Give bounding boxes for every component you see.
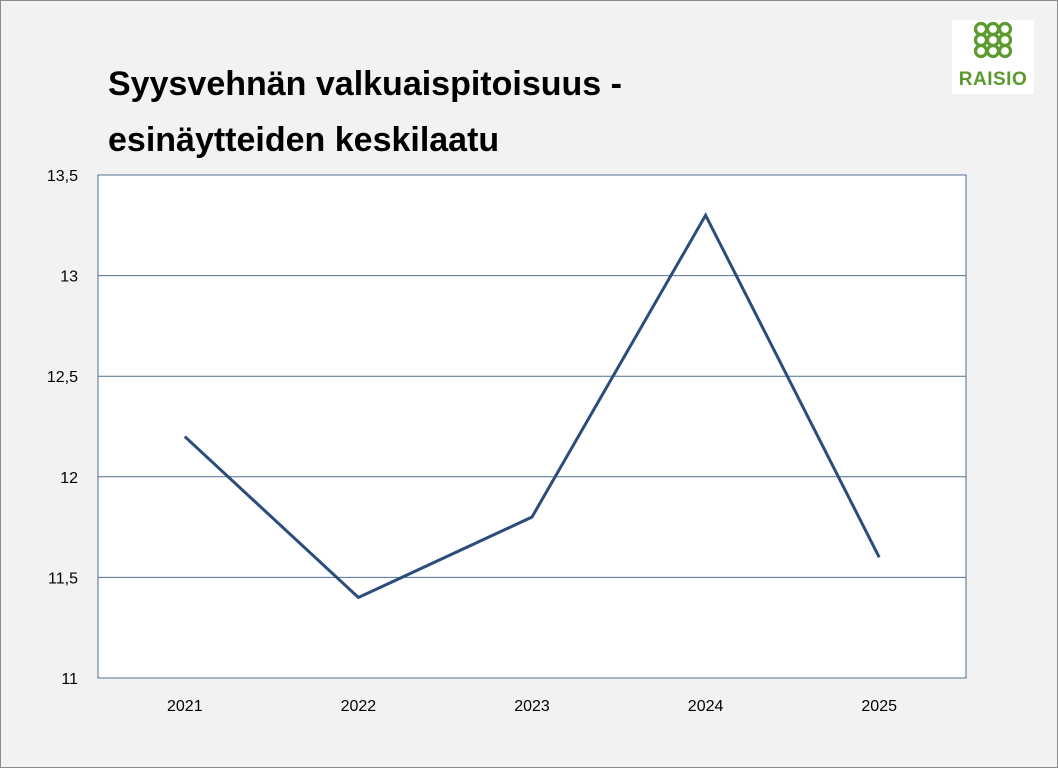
y-axis-tick-labels: 11 11,5 12 12,5 13 13,5 [47, 168, 78, 688]
raisio-logo-text: RAISIO [958, 69, 1028, 90]
y-tick-label: 13,5 [47, 168, 78, 185]
raisio-logo: RAISIO [952, 20, 1034, 94]
chart-title-line-2: esinäytteiden keskilaatu [108, 121, 500, 159]
x-tick-label: 2024 [688, 698, 724, 715]
y-tick-label: 13 [60, 269, 78, 286]
y-tick-label: 11,5 [48, 570, 78, 587]
y-tick-label: 12,5 [47, 369, 78, 386]
x-axis-tick-labels: 2021 2022 2023 2024 2025 [167, 698, 897, 715]
series-group [183, 212, 881, 600]
chart-title: Syysvehnän valkuaispitoisuus - esinäytte… [108, 56, 808, 168]
y-tick-label: 11 [61, 671, 78, 688]
x-tick-label: 2025 [861, 698, 897, 715]
chart-title-line-1: Syysvehnän valkuaispitoisuus - [108, 65, 622, 103]
raisio-logo-icon [973, 21, 1013, 59]
x-tick-label: 2022 [341, 698, 377, 715]
x-tick-label: 2021 [167, 698, 203, 715]
gridlines [98, 275, 966, 578]
x-tick-label: 2023 [514, 698, 550, 715]
y-tick-label: 12 [60, 470, 78, 487]
plot-area [97, 174, 967, 679]
series-line [183, 212, 881, 600]
